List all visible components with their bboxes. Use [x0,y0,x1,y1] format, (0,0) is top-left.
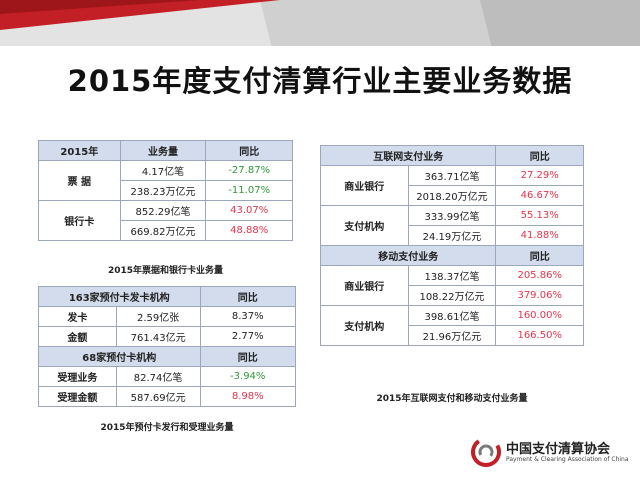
row-yoy: 379.06% [495,285,584,306]
table-row: 商业银行 138.37亿笔 205.86% [320,265,584,306]
row-category: 商业银行 [320,165,409,206]
row-yoy: -27.87% [205,160,293,181]
table-row: 发卡 2.59亿张 8.37% [38,306,296,327]
row-value: 363.71亿笔 [407,165,497,186]
row-yoy: 166.50% [495,325,584,346]
row-yoy: 43.07% [205,200,293,221]
header-decoration [0,0,640,46]
row-yoy: 160.00% [495,305,584,326]
section-header: 移动支付业务 [319,245,497,266]
table-row: 21.96万亿元 166.50% [321,325,584,346]
prepaid-card-table: 163家预付卡发卡机构 同比 发卡 2.59亿张 8.37% 金额 761.43… [38,286,296,407]
table-row: 238.23万亿元 -11.07% [39,180,293,201]
row-value: 2018.20万亿元 [407,185,497,206]
table2-caption: 2015年预付卡发行和受理业务量 [100,423,234,433]
row-value: 238.23万亿元 [119,180,207,201]
row-yoy: -3.94% [199,366,296,387]
row-value: 333.99亿笔 [407,205,497,226]
pcac-logo-icon [471,437,501,467]
pcac-logo: 中国支付清算协会 Payment & Clearing Association … [470,436,634,470]
row-value: 82.74亿笔 [115,366,201,387]
row-yoy: 8.98% [199,386,296,407]
row-yoy: -11.07% [205,180,293,201]
table-row: 商业银行 363.71亿笔 27.29% [320,165,584,206]
row-value: 2.59亿张 [115,306,201,327]
row-value: 108.22万亿元 [407,285,497,306]
row-yoy: 27.29% [495,165,584,186]
page-title: 2015年度支付清算行业主要业务数据 [67,64,573,98]
row-category: 银行卡 [38,200,121,241]
row-category: 票 据 [38,160,121,201]
row-value: 587.69亿元 [115,386,201,407]
table-row: 2018.20万亿元 46.67% [321,185,584,206]
bills-bankcard-table: 2015年 业务量 同比 票 据 4.17亿笔 -27.87% 238.23万亿… [38,140,293,241]
table-row: 108.22万亿元 379.06% [321,285,584,306]
section-header: 68家预付卡机构 [38,346,201,367]
table-row: 支付机构 333.99亿笔 55.13% [320,205,584,246]
row-value: 761.43亿元 [115,326,201,347]
row-category: 受理金额 [38,386,117,407]
col-header-yoy: 同比 [495,145,584,166]
col-header-yoy: 同比 [495,245,584,266]
row-yoy: 205.86% [495,265,584,286]
row-value: 21.96万亿元 [407,325,497,346]
col-header-yoy: 同比 [199,346,296,367]
table3-caption: 2015年互联网支付和移动支付业务量 [376,394,528,404]
table-row: 支付机构 398.61亿笔 160.00% [320,305,584,346]
table-row: 票 据 4.17亿笔 -27.87% [38,160,293,201]
col-header-volume: 业务量 [119,140,207,161]
col-header-yoy: 同比 [205,140,293,161]
table-row: 银行卡 852.29亿笔 43.07% [38,200,293,241]
table-row: 24.19万亿元 41.88% [321,225,584,246]
row-category: 受理业务 [38,366,117,387]
row-category: 商业银行 [320,265,409,306]
row-category: 金额 [38,326,117,347]
row-value: 398.61亿笔 [407,305,497,326]
table-row: 金额 761.43亿元 2.77% [38,326,296,347]
row-yoy: 46.67% [495,185,584,206]
internet-mobile-payment-table: 互联网支付业务 同比 商业银行 363.71亿笔 27.29% 2018.20万… [319,145,584,346]
logo-name-en: Payment & Clearing Association of China [506,456,629,463]
logo-name-cn: 中国支付清算协会 [506,442,611,457]
row-category: 支付机构 [320,205,409,246]
row-category: 支付机构 [320,305,409,346]
col-header-year: 2015年 [38,140,121,161]
row-value: 138.37亿笔 [407,265,497,286]
section-header: 互联网支付业务 [319,145,497,166]
table1-caption: 2015年票据和银行卡业务量 [107,266,224,276]
table-row: 669.82万亿元 48.88% [39,220,293,241]
row-category: 发卡 [38,306,117,327]
row-value: 4.17亿笔 [119,160,207,181]
row-yoy: 48.88% [205,220,293,241]
row-value: 852.29亿笔 [119,200,207,221]
section-header: 163家预付卡发卡机构 [38,286,201,307]
row-yoy: 8.37% [199,306,296,327]
row-yoy: 55.13% [495,205,584,226]
row-yoy: 2.77% [199,326,296,347]
row-yoy: 41.88% [495,225,584,246]
row-value: 669.82万亿元 [119,220,207,241]
col-header-yoy: 同比 [199,286,296,307]
table-row: 受理金额 587.69亿元 8.98% [38,386,296,407]
table-row: 受理业务 82.74亿笔 -3.94% [38,366,296,387]
row-value: 24.19万亿元 [407,225,497,246]
